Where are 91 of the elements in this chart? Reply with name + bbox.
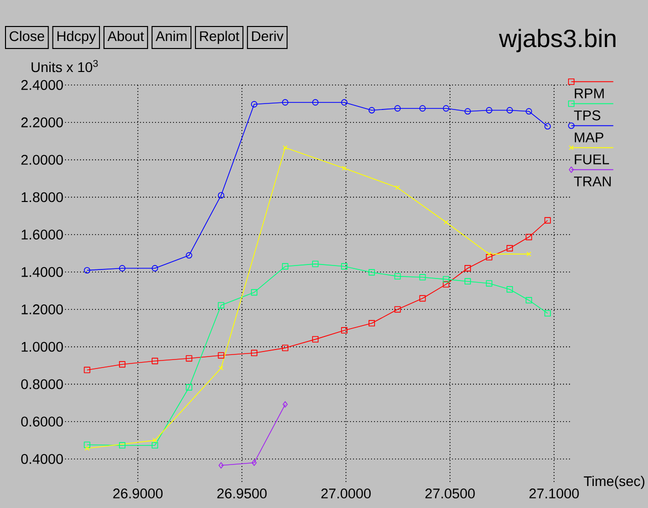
point [394, 273, 401, 280]
legend-label: TPS [574, 110, 600, 120]
legend-label: RPM [574, 88, 604, 98]
point [506, 245, 513, 252]
point [312, 99, 319, 106]
point [282, 263, 288, 270]
point [282, 99, 288, 106]
point [250, 289, 258, 296]
y-tick-label: 1.2000 [22, 304, 63, 314]
y-tick-label: 2.0000 [21, 154, 63, 165]
point [342, 166, 347, 171]
x-tick-label: 27.1000 [529, 488, 579, 498]
point [119, 442, 126, 449]
text: Close [10, 30, 44, 42]
point [84, 442, 90, 448]
chart-title: wjabs3.bin [498, 28, 616, 52]
point [341, 263, 348, 270]
point [394, 306, 401, 313]
point [506, 107, 513, 114]
point [152, 442, 158, 449]
point [394, 105, 401, 112]
point [486, 252, 492, 256]
point [312, 336, 319, 343]
x-axis-title: Time(sec) [584, 476, 644, 489]
point [250, 101, 258, 108]
point [419, 274, 426, 280]
point [368, 320, 375, 326]
x-tick-label: 27.0500 [425, 488, 475, 498]
point [186, 384, 192, 391]
y-tick-label: 0.8000 [21, 379, 63, 390]
point [84, 366, 90, 374]
point [252, 460, 257, 466]
x-tick-label: 26.9500 [217, 488, 267, 498]
text: Hdcpy [57, 30, 96, 44]
point [444, 220, 448, 225]
legend-label: MAP [574, 132, 604, 142]
point [442, 276, 450, 282]
x-tick-label: 26.9000 [113, 488, 163, 498]
point [506, 286, 513, 293]
point [419, 105, 426, 112]
point [119, 361, 126, 368]
point [84, 446, 90, 451]
point [218, 352, 224, 359]
point [282, 344, 288, 352]
point [526, 234, 532, 240]
point [544, 217, 551, 224]
y-tick-label: 1.0000 [22, 342, 63, 352]
x-tick-label: 27.0000 [321, 488, 371, 498]
point [152, 358, 158, 364]
point [152, 438, 158, 443]
point [464, 108, 471, 115]
point [442, 105, 450, 112]
y-axis-title: Units x 10$^{3}$ [32, 60, 98, 72]
point [312, 260, 319, 268]
y-tick-label: 1.4000 [22, 267, 63, 277]
point [419, 295, 426, 302]
point [218, 192, 224, 199]
point [486, 107, 492, 114]
point [395, 185, 400, 190]
point [544, 310, 551, 317]
y-tick-label: 2.2000 [21, 117, 63, 128]
y-tick-label: 2.4000 [21, 80, 63, 90]
point [341, 99, 348, 106]
point [250, 350, 258, 356]
y-tick-label: 1.6000 [22, 230, 63, 240]
point [152, 265, 158, 272]
text: About [108, 30, 144, 42]
point [218, 302, 224, 308]
point [218, 366, 224, 370]
point [119, 265, 126, 272]
point [526, 108, 532, 115]
text: Replot [200, 30, 240, 44]
point [282, 145, 288, 150]
point [486, 280, 492, 287]
point [464, 265, 471, 272]
point [186, 252, 192, 259]
legend-label: FUEL [574, 154, 610, 164]
point [368, 269, 375, 276]
point [464, 278, 471, 285]
text: Anim [156, 30, 187, 41]
legend-label: TRAN [574, 176, 611, 186]
point [486, 254, 492, 260]
text: Deriv [252, 30, 284, 42]
point [186, 355, 192, 362]
y-tick-label: 0.6000 [21, 416, 63, 427]
y-tick-label: 0.4000 [21, 454, 63, 464]
point [341, 327, 348, 334]
y-tick-label: 1.8000 [22, 192, 63, 202]
point [368, 107, 375, 114]
point [526, 297, 532, 304]
point [442, 281, 450, 288]
